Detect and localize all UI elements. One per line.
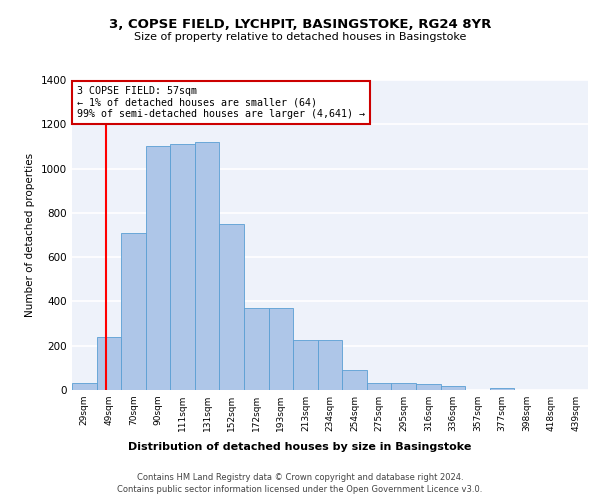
Bar [416,384,440,390]
Text: Contains public sector information licensed under the Open Government Licence v3: Contains public sector information licen… [118,485,482,494]
Bar [367,384,391,390]
Bar [244,308,269,390]
Bar [293,340,318,390]
Bar [121,233,146,390]
Text: Contains HM Land Registry data © Crown copyright and database right 2024.: Contains HM Land Registry data © Crown c… [137,472,463,482]
Text: 3 COPSE FIELD: 57sqm
← 1% of detached houses are smaller (64)
99% of semi-detach: 3 COPSE FIELD: 57sqm ← 1% of detached ho… [77,86,365,120]
Text: Size of property relative to detached houses in Basingstoke: Size of property relative to detached ho… [134,32,466,42]
Bar [195,142,220,390]
Bar [342,370,367,390]
Bar [391,384,416,390]
Bar [170,144,195,390]
Bar [318,340,342,390]
Bar [220,224,244,390]
Text: 3, COPSE FIELD, LYCHPIT, BASINGSTOKE, RG24 8YR: 3, COPSE FIELD, LYCHPIT, BASINGSTOKE, RG… [109,18,491,30]
Text: Distribution of detached houses by size in Basingstoke: Distribution of detached houses by size … [128,442,472,452]
Bar [72,384,97,390]
Bar [269,308,293,390]
Y-axis label: Number of detached properties: Number of detached properties [25,153,35,317]
Bar [490,388,514,390]
Bar [146,146,170,390]
Bar [440,386,465,390]
Bar [97,337,121,390]
